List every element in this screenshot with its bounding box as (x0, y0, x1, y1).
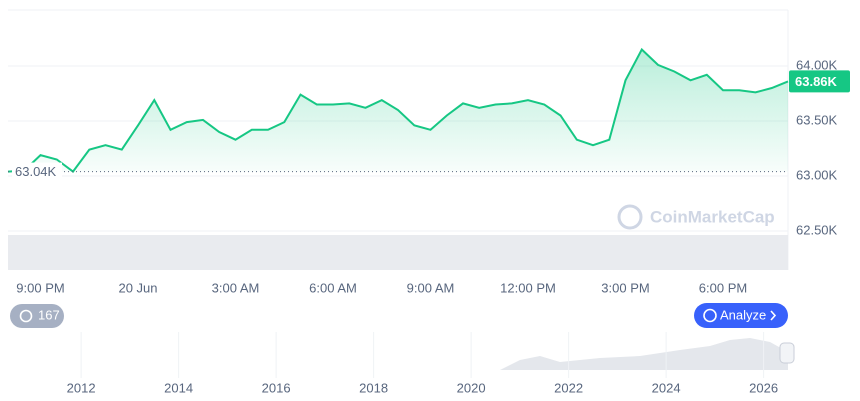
x-tick-label: 3:00 PM (601, 280, 649, 295)
watermark-text: CoinMarketCap (650, 207, 775, 226)
navigator-year-label: 2024 (652, 380, 681, 395)
x-tick-label: 9:00 AM (407, 280, 455, 295)
x-tick-label: 6:00 AM (309, 280, 357, 295)
x-tick-label: 9:00 PM (16, 280, 64, 295)
navigator-year-label: 2014 (164, 380, 193, 395)
x-tick-label: 12:00 PM (500, 280, 556, 295)
baseline-label: 63.04K (15, 164, 57, 179)
watermark: CoinMarketCap (617, 204, 775, 230)
y-tick-label: 63.00K (796, 167, 838, 182)
baseline-label-bg (12, 162, 62, 181)
navigator-year-label: 2016 (262, 380, 291, 395)
navigator-handle[interactable] (779, 342, 795, 364)
history-count: 167 (38, 307, 60, 322)
x-tick-label: 6:00 PM (699, 280, 747, 295)
price-line (7, 47, 789, 174)
navigator-area (8, 338, 788, 370)
navigator-year-label: 2022 (554, 380, 583, 395)
x-tick-label: 20 Jun (118, 280, 157, 295)
navigator-year-label: 2012 (67, 380, 96, 395)
history-button[interactable]: 167 (10, 304, 64, 328)
x-tick-label: 3:00 AM (212, 280, 260, 295)
analyze-button[interactable]: Analyze (694, 303, 788, 328)
navigator-year-label: 2018 (359, 380, 388, 395)
volume-area (8, 235, 788, 270)
y-tick-label: 62.50K (796, 222, 838, 237)
last-price-label: 63.86K (795, 74, 838, 89)
last-price-tag (789, 70, 850, 93)
analyze-label: Analyze (720, 307, 766, 322)
navigator-year-label: 2020 (457, 380, 486, 395)
y-tick-label: 64.00K (796, 57, 838, 72)
y-tick-label: 63.50K (796, 112, 838, 127)
navigator-year-label: 2026 (749, 380, 778, 395)
